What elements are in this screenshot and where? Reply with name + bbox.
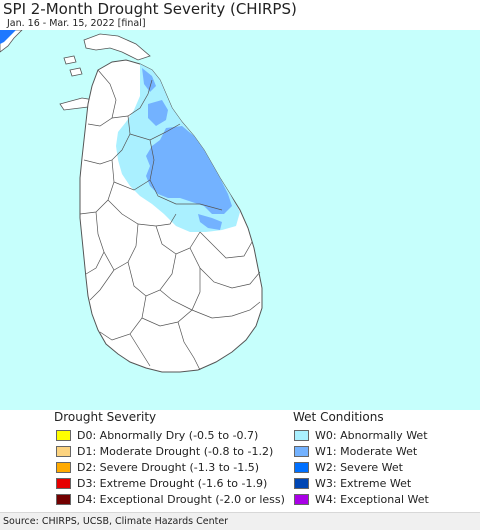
legend-item-w2: W2: Severe Wet <box>294 460 403 474</box>
legend-label: W0: Abnormally Wet <box>315 428 428 442</box>
legend-item-d1: D1: Moderate Drought (-0.8 to -1.2) <box>56 444 273 458</box>
w1-swatch <box>294 445 309 457</box>
w0-swatch <box>294 429 309 441</box>
legend-label: W1: Moderate Wet <box>315 444 418 458</box>
india-wet-area <box>0 30 16 44</box>
legend-label: D2: Severe Drought (-1.3 to -1.5) <box>77 460 260 474</box>
drought-legend-title: Drought Severity <box>54 410 157 424</box>
legend-item-d4: D4: Exceptional Drought (-2.0 or less) <box>56 492 285 506</box>
legend-label: W4: Exceptional Wet <box>315 492 429 506</box>
d1-swatch <box>56 445 71 457</box>
legend-item-d3: D3: Extreme Drought (-1.6 to -1.9) <box>56 476 267 490</box>
legend-item-d0: D0: Abnormally Dry (-0.5 to -0.7) <box>56 428 258 442</box>
legend-item-w4: W4: Exceptional Wet <box>294 492 429 506</box>
legend-item-w3: W3: Extreme Wet <box>294 476 411 490</box>
legend-label: D1: Moderate Drought (-0.8 to -1.2) <box>77 444 274 458</box>
legend-label: W2: Severe Wet <box>315 460 403 474</box>
legend-label: D0: Abnormally Dry (-0.5 to -0.7) <box>77 428 259 442</box>
w2-swatch <box>294 461 309 473</box>
legend: Drought Severity D0: Abnormally Dry (-0.… <box>0 410 480 512</box>
legend-item-d2: D2: Severe Drought (-1.3 to -1.5) <box>56 460 259 474</box>
date-range: Jan. 16 - Mar. 15, 2022 [final] <box>7 18 146 29</box>
legend-item-w1: W1: Moderate Wet <box>294 444 417 458</box>
legend-label: W3: Extreme Wet <box>315 476 412 490</box>
w3-swatch <box>294 477 309 489</box>
d2-swatch <box>56 461 71 473</box>
northern-islands <box>63 55 83 77</box>
drought-map <box>0 30 480 410</box>
d0-swatch <box>56 429 71 441</box>
district-boundaries <box>79 69 261 371</box>
map-title: SPI 2-Month Drought Severity (CHIRPS) <box>3 0 297 18</box>
wet-legend-title: Wet Conditions <box>293 410 384 424</box>
legend-item-w0: W0: Abnormally Wet <box>294 428 428 442</box>
sri-lanka-map <box>0 30 263 373</box>
w4-swatch <box>294 493 309 505</box>
source-credit: Source: CHIRPS, UCSB, Climate Hazards Ce… <box>3 516 229 527</box>
jaffna-peninsula <box>83 33 151 61</box>
d3-swatch <box>56 477 71 489</box>
legend-label: D3: Extreme Drought (-1.6 to -1.9) <box>77 476 268 490</box>
d4-swatch <box>56 493 71 505</box>
w1-moderate-wet-area <box>142 68 232 230</box>
legend-label: D4: Exceptional Drought (-2.0 or less) <box>77 492 285 506</box>
source-footer: Source: CHIRPS, UCSB, Climate Hazards Ce… <box>0 512 480 530</box>
